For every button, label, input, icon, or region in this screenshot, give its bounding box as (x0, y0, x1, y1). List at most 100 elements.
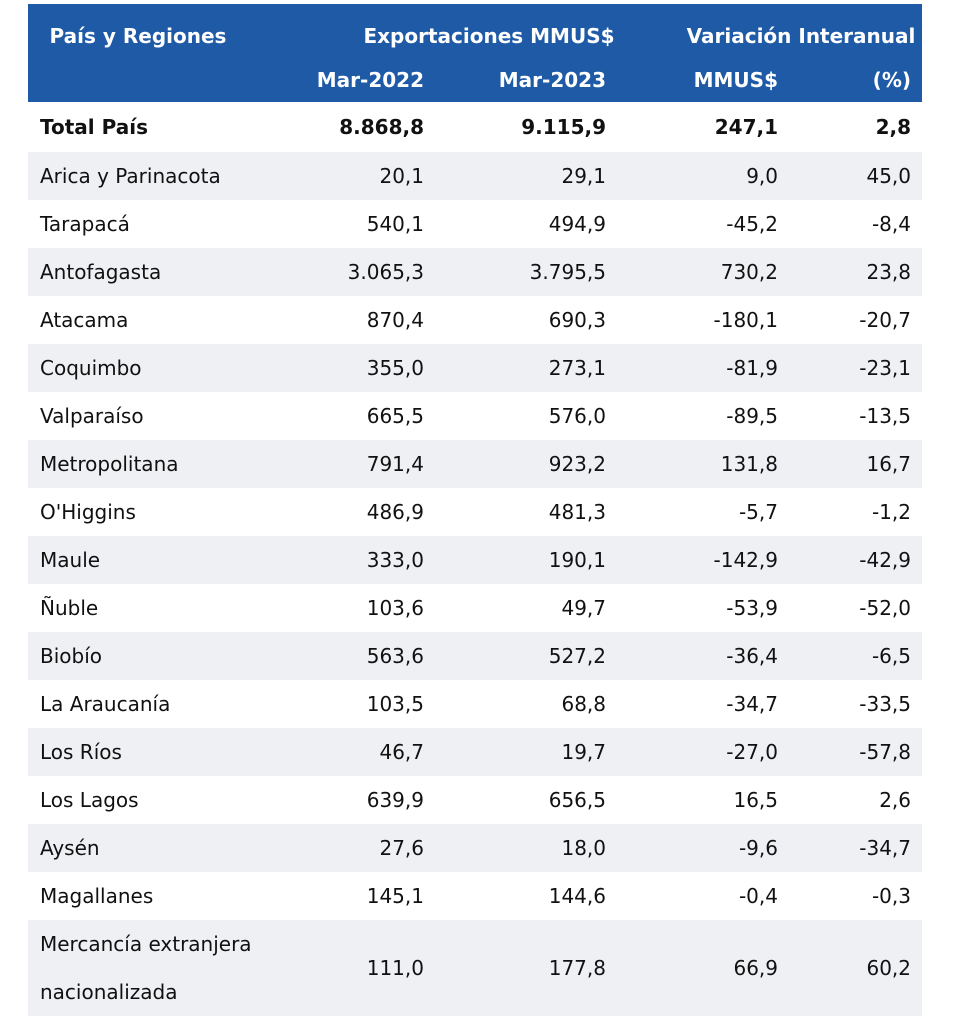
region-name: O'Higgins (40, 500, 136, 524)
cell-v2: 144,6 (548, 884, 606, 908)
table-row: Arica y Parinacota 20,1 29,1 9,0 45,0 (28, 152, 922, 200)
table-row: Metropolitana 791,4 923,2 131,8 16,7 (28, 440, 922, 488)
cell-v1: 3.065,3 (347, 260, 424, 284)
cell-v2: 527,2 (548, 644, 606, 668)
region-name: Aysén (40, 836, 100, 860)
cell-v1: 870,4 (366, 308, 424, 332)
cell-v2: 68,8 (561, 692, 606, 716)
cell-v4: -0,3 (871, 884, 911, 908)
cell-v3: -36,4 (726, 644, 778, 668)
cell-v2: 656,5 (548, 788, 606, 812)
table-row: Maule 333,0 190,1 -142,9 -42,9 (28, 536, 922, 584)
region-name-line: Mercancía extranjera (40, 932, 252, 956)
cell-v4: -8,4 (871, 212, 911, 236)
cell-v1: 103,6 (366, 596, 424, 620)
cell-v3: -180,1 (713, 308, 778, 332)
header-mar-2022: Mar-2022 (316, 68, 424, 92)
cell-v4: -6,5 (871, 644, 911, 668)
cell-v2: 9.115,9 (521, 115, 606, 139)
region-name: Total País (40, 115, 148, 139)
cell-v2: 49,7 (561, 596, 606, 620)
cell-v3: -27,0 (726, 740, 778, 764)
exports-table: País y Regiones Exportaciones MMUS$ Vari… (28, 4, 922, 1016)
cell-v4: 2,8 (875, 115, 911, 139)
region-name: Mercancía extranjera nacionalizada (28, 920, 298, 1016)
cell-v2: 576,0 (548, 404, 606, 428)
cell-v1: 46,7 (379, 740, 424, 764)
cell-v1: 111,0 (366, 956, 424, 980)
region-name-line: nacionalizada (40, 980, 178, 1004)
header-exports-group: Exportaciones MMUS$ (363, 24, 615, 48)
cell-v2: 494,9 (548, 212, 606, 236)
region-name: Los Lagos (40, 788, 139, 812)
region-name: Arica y Parinacota (40, 164, 221, 188)
cell-v3: -89,5 (726, 404, 778, 428)
cell-v4: 60,2 (866, 956, 911, 980)
cell-v3: 247,1 (714, 115, 778, 139)
table-row: Coquimbo 355,0 273,1 -81,9 -23,1 (28, 344, 922, 392)
cell-v2: 19,7 (561, 740, 606, 764)
region-name: Valparaíso (40, 404, 144, 428)
region-name: Atacama (40, 308, 129, 332)
cell-v2: 190,1 (548, 548, 606, 572)
table-row: La Araucanía 103,5 68,8 -34,7 -33,5 (28, 680, 922, 728)
table-row: Aysén 27,6 18,0 -9,6 -34,7 (28, 824, 922, 872)
cell-v2: 18,0 (561, 836, 606, 860)
table-row: Ñuble 103,6 49,7 -53,9 -52,0 (28, 584, 922, 632)
cell-v3: 9,0 (746, 164, 778, 188)
cell-v2: 923,2 (548, 452, 606, 476)
header-region: País y Regiones (49, 24, 227, 48)
region-name: Los Ríos (40, 740, 122, 764)
cell-v2: 690,3 (548, 308, 606, 332)
cell-v1: 27,6 (379, 836, 424, 860)
cell-v2: 481,3 (548, 500, 606, 524)
cell-v4: 2,6 (879, 788, 911, 812)
region-name: La Araucanía (40, 692, 171, 716)
cell-v1: 639,9 (366, 788, 424, 812)
cell-v2: 273,1 (548, 356, 606, 380)
region-name: Magallanes (40, 884, 154, 908)
table-row: Mercancía extranjera nacionalizada 111,0 17… (28, 920, 922, 1016)
table-row: Atacama 870,4 690,3 -180,1 -20,7 (28, 296, 922, 344)
cell-v4: -57,8 (859, 740, 911, 764)
cell-v4: 45,0 (866, 164, 911, 188)
cell-v4: -20,7 (859, 308, 911, 332)
table-row: Valparaíso 665,5 576,0 -89,5 -13,5 (28, 392, 922, 440)
cell-v1: 665,5 (366, 404, 424, 428)
cell-v4: -52,0 (859, 596, 911, 620)
cell-v4: -33,5 (859, 692, 911, 716)
cell-v2: 29,1 (561, 164, 606, 188)
cell-v3: -81,9 (726, 356, 778, 380)
cell-v1: 791,4 (366, 452, 424, 476)
table-row: Los Ríos 46,7 19,7 -27,0 -57,8 (28, 728, 922, 776)
table-header: País y Regiones Exportaciones MMUS$ Vari… (28, 4, 922, 102)
cell-v1: 145,1 (366, 884, 424, 908)
table-row: Tarapacá 540,1 494,9 -45,2 -8,4 (28, 200, 922, 248)
cell-v2: 3.795,5 (529, 260, 606, 284)
table-row: O'Higgins 486,9 481,3 -5,7 -1,2 (28, 488, 922, 536)
cell-v3: -9,6 (738, 836, 778, 860)
region-name: Antofagasta (40, 260, 162, 284)
cell-v3: -142,9 (713, 548, 778, 572)
cell-v1: 20,1 (379, 164, 424, 188)
cell-v4: 23,8 (866, 260, 911, 284)
header-pct: (%) (872, 68, 911, 92)
cell-v4: -23,1 (859, 356, 911, 380)
header-mar-2023: Mar-2023 (498, 68, 606, 92)
cell-v3: -0,4 (738, 884, 778, 908)
region-name: Metropolitana (40, 452, 179, 476)
region-name: Tarapacá (40, 212, 130, 236)
region-name: Biobío (40, 644, 103, 668)
total-row: Total País 8.868,8 9.115,9 247,1 2,8 (28, 102, 922, 152)
cell-v4: -1,2 (871, 500, 911, 524)
header-mmus: MMUS$ (693, 68, 778, 92)
cell-v4: -42,9 (859, 548, 911, 572)
cell-v1: 540,1 (366, 212, 424, 236)
table-row: Biobío 563,6 527,2 -36,4 -6,5 (28, 632, 922, 680)
table-row: Los Lagos 639,9 656,5 16,5 2,6 (28, 776, 922, 824)
cell-v3: -5,7 (738, 500, 778, 524)
cell-v1: 103,5 (366, 692, 424, 716)
cell-v1: 355,0 (366, 356, 424, 380)
cell-v2: 177,8 (548, 956, 606, 980)
table-row: Magallanes 145,1 144,6 -0,4 -0,3 (28, 872, 922, 920)
